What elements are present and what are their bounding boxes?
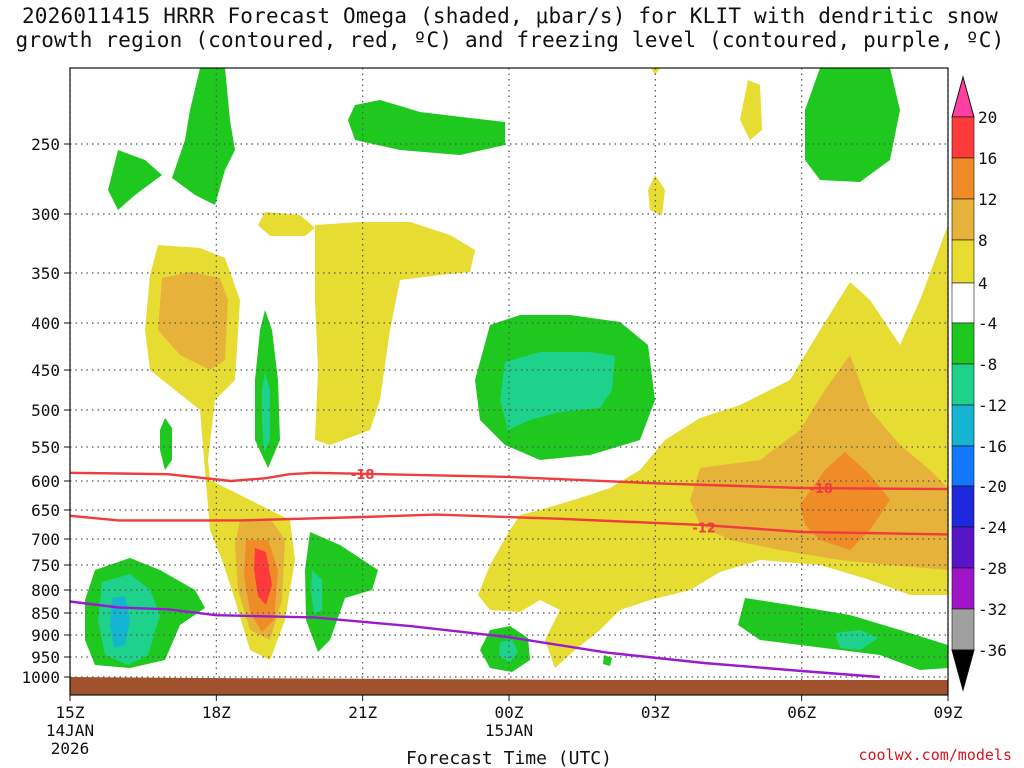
y-tick-label: 450	[31, 361, 60, 380]
colorbar-up-triangle	[951, 75, 975, 118]
omega-upward-region	[500, 352, 615, 430]
x-tick-year: 2026	[51, 739, 90, 758]
colorbar-label: 8	[978, 231, 988, 250]
omega-upward-region	[160, 418, 172, 470]
omega-shading	[85, 68, 948, 672]
omega-downward-region	[158, 272, 228, 370]
y-tick-label: 300	[31, 205, 60, 224]
colorbar-label: -12	[978, 396, 1007, 415]
x-axis-label: Forecast Time (UTC)	[406, 748, 612, 768]
colorbar-swatch	[951, 485, 975, 528]
omega-downward-region	[800, 452, 890, 550]
title-line-2: growth region (contoured, red, ºC) and f…	[15, 28, 1005, 52]
credit-link[interactable]: coolwx.com/models	[858, 746, 1012, 764]
colorbar-swatch	[951, 116, 975, 159]
colorbar-swatch	[951, 239, 975, 284]
x-tick-date: 15JAN	[485, 721, 533, 740]
chart-title: 2026011415 HRRR Forecast Omega (shaded, …	[0, 4, 1020, 52]
omega-downward-region	[315, 222, 475, 445]
colorbar-label: 20	[978, 108, 997, 127]
contour-label: -18	[809, 482, 833, 497]
y-tick-label: 350	[31, 264, 60, 283]
title-line-1: 2026011415 HRRR Forecast Omega (shaded, …	[21, 4, 999, 28]
omega-upward-region	[172, 68, 235, 205]
colorbar-label: -8	[978, 355, 997, 374]
y-tick-label: 600	[31, 472, 60, 491]
colorbar-swatch	[951, 198, 975, 241]
contour-dgz-top	[69, 471, 949, 491]
contour-label: -12	[692, 521, 716, 536]
x-tick-label: 00Z	[495, 703, 524, 722]
x-tick-label: 21Z	[348, 703, 377, 722]
omega-upward-region	[108, 150, 162, 210]
contour-freezing-level	[69, 600, 880, 679]
y-tick-label: 550	[31, 438, 60, 457]
omega-downward-region	[651, 68, 660, 75]
y-tick-label: 250	[31, 135, 60, 154]
x-tick-label: 09Z	[934, 703, 963, 722]
colorbar-label: -36	[978, 641, 1007, 660]
colorbar-swatch	[951, 157, 975, 200]
colorbar-label: 16	[978, 149, 997, 168]
y-tick-label: 800	[31, 581, 60, 600]
contour-lines: -18 -18 -12	[69, 468, 949, 679]
y-tick-label: 1000	[21, 668, 60, 687]
colorbar-label: 12	[978, 190, 997, 209]
omega-upward-region	[262, 372, 270, 452]
x-tick-label: 18Z	[202, 703, 231, 722]
colorbar-swatch	[951, 445, 975, 487]
colorbar-swatch	[951, 608, 975, 651]
y-tick-label: 400	[31, 314, 60, 333]
grid-lines	[69, 68, 949, 695]
colorbar-label: -16	[978, 437, 1007, 456]
colorbar-label: 4	[978, 274, 988, 293]
x-tick-date: 14JAN	[46, 721, 94, 740]
omega-downward-region	[258, 212, 315, 236]
colorbar-swatch	[951, 322, 975, 365]
colorbar-label: -24	[978, 518, 1007, 537]
omega-upward-region	[805, 68, 900, 182]
omega-downward-region	[648, 175, 665, 215]
y-tick-label: 500	[31, 401, 60, 420]
colorbar: 20 16 12 8 4 -4 -8 -12 -16 -20 -24 -28 -32 -36	[951, 75, 1007, 692]
colorbar-swatch	[951, 526, 975, 569]
colorbar-swatch	[951, 404, 975, 447]
colorbar-swatch	[951, 282, 975, 324]
omega-upward-region	[348, 100, 505, 155]
colorbar-label: -20	[978, 477, 1007, 496]
omega-downward-region	[690, 355, 948, 570]
y-axis: 250 300 350 400 450 500 550 600 650 700 750 800 850 9…	[21, 135, 70, 687]
colorbar-label: -28	[978, 559, 1007, 578]
colorbar-swatch	[951, 567, 975, 610]
colorbar-label: -4	[978, 314, 997, 333]
y-tick-label: 650	[31, 501, 60, 520]
contour-label: -18	[351, 468, 375, 483]
y-tick-label: 950	[31, 648, 60, 667]
y-tick-label: 700	[31, 530, 60, 549]
y-tick-label: 900	[31, 626, 60, 645]
omega-upward-region	[311, 570, 322, 614]
omega-upward-region	[305, 532, 378, 652]
omega-upward-region	[603, 655, 612, 666]
contour-dgz-bottom	[69, 513, 949, 536]
colorbar-swatch	[951, 363, 975, 406]
x-tick-label: 15Z	[56, 703, 85, 722]
omega-downward-region	[740, 80, 762, 140]
y-tick-label: 850	[31, 604, 60, 623]
y-tick-label: 750	[31, 556, 60, 575]
colorbar-label: -32	[978, 600, 1007, 619]
x-tick-label: 06Z	[787, 703, 816, 722]
colorbar-down-triangle	[951, 649, 975, 692]
x-tick-label: 03Z	[641, 703, 670, 722]
omega-downward-region	[254, 548, 272, 605]
terrain-ground	[70, 677, 948, 695]
